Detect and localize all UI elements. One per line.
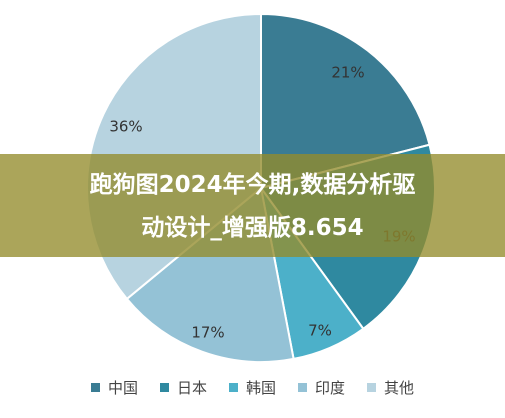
legend-item-1: 日本 <box>159 377 207 398</box>
watermark-text-line2: 动设计_增强版8.654 <box>141 215 364 241</box>
legend-swatch-4 <box>367 382 377 392</box>
legend-item-3: 印度 <box>298 377 345 398</box>
legend-label-2: 韩国 <box>245 378 276 397</box>
legend-item-4: 其他 <box>367 377 414 398</box>
pie-slice-label-4: 36% <box>109 118 142 136</box>
legend-item-0: 中国 <box>90 377 138 398</box>
pie-slice-label-0: 21% <box>331 64 364 82</box>
pie-slice-label-3: 17% <box>191 324 224 342</box>
legend-label-3: 印度 <box>315 378 346 397</box>
legend-label-4: 其他 <box>384 378 415 397</box>
legend-swatch-2 <box>228 382 238 392</box>
legend-swatch-1 <box>159 382 169 392</box>
legend-item-2: 韩国 <box>228 377 276 398</box>
legend-label-1: 日本 <box>176 378 207 397</box>
legend-label-0: 中国 <box>107 378 138 397</box>
legend-swatch-0 <box>90 382 100 392</box>
chart-legend: 中国 日本 韩国 印度 其他 <box>0 375 505 399</box>
watermark-text-line1: 跑狗图2024年今期,数据分析驱 <box>89 172 416 198</box>
legend-swatch-3 <box>298 382 307 392</box>
watermark-banner <box>0 154 505 257</box>
pie-slice-label-2: 7% <box>308 322 332 340</box>
pie-slice-0 <box>260 12 431 190</box>
